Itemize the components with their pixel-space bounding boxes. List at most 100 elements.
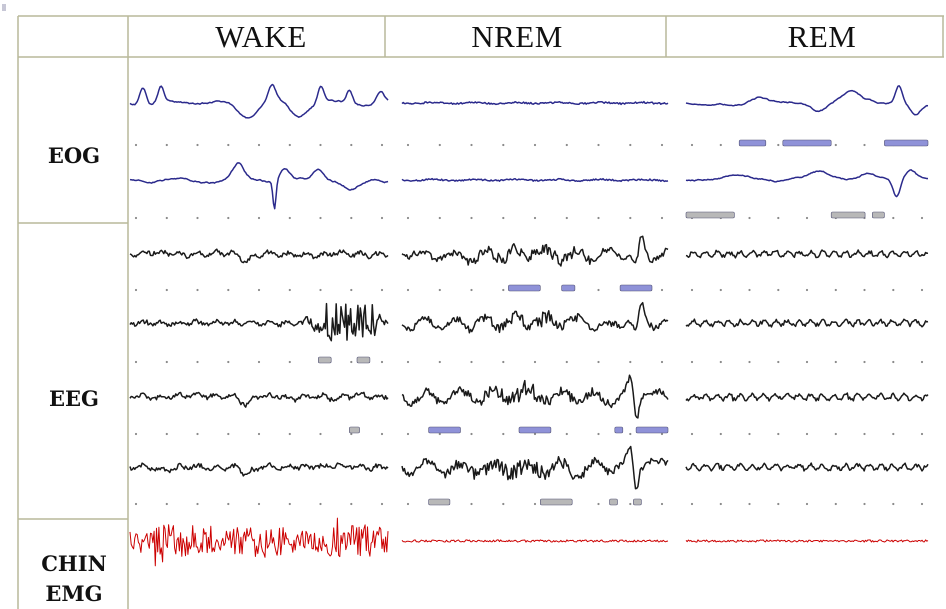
- grid-dot: [288, 502, 291, 506]
- eog-2-trace-wake: [129, 162, 389, 210]
- grid-dot: [719, 502, 722, 506]
- grid-dot: [470, 216, 473, 220]
- grid-dot: [438, 432, 441, 436]
- event-marker-eog-1-rem: [884, 139, 929, 147]
- grid-dot: [288, 360, 291, 364]
- grid-dot: [597, 288, 600, 292]
- grid-dot: [406, 502, 410, 506]
- grid-dot: [227, 288, 230, 292]
- column-header-rem: REM: [788, 19, 857, 54]
- grid-dot: [438, 216, 441, 220]
- grid-dot: [319, 432, 322, 436]
- grid-dot: [863, 143, 866, 147]
- event-marker-eog-2-rem: [830, 211, 866, 219]
- event-marker-eeg-2-wake: [356, 356, 371, 364]
- row-label-eog: EOG: [48, 143, 100, 168]
- grid-dot: [690, 288, 694, 292]
- grid-dot: [805, 288, 809, 292]
- grid-dot: [134, 502, 138, 506]
- grid-dot: [597, 432, 600, 436]
- grid-dot: [470, 143, 473, 147]
- grid-dot: [288, 143, 291, 147]
- grid-dot: [920, 288, 924, 292]
- grid-dot: [660, 432, 664, 436]
- row-label-eeg: EEG: [49, 386, 99, 411]
- grid-dot: [805, 432, 809, 436]
- grid-dot: [438, 143, 441, 147]
- grid-dot: [805, 502, 809, 506]
- grid-dot: [892, 502, 895, 506]
- grid-dot: [863, 432, 866, 436]
- grid-dot: [196, 216, 199, 220]
- grid-dot: [690, 143, 694, 147]
- grid-dot: [227, 360, 230, 364]
- eeg-4-trace-rem: [685, 462, 929, 472]
- grid-dot: [134, 288, 138, 292]
- grid-dot: [565, 143, 568, 147]
- grid-dot: [196, 360, 199, 364]
- grid-dot: [288, 288, 291, 292]
- grid-dot: [319, 288, 322, 292]
- grid-dot: [805, 216, 809, 220]
- grid-dot: [834, 432, 837, 436]
- grid-dot: [777, 143, 780, 147]
- grid-dot: [380, 288, 384, 292]
- grid-dot: [350, 432, 353, 436]
- grid-dot: [406, 143, 410, 147]
- event-marker-eog-2-rem: [685, 211, 735, 219]
- grid-dot: [748, 502, 751, 506]
- grid-dot: [350, 360, 353, 364]
- grid-dot: [165, 143, 168, 147]
- emg-1-trace-wake: [129, 517, 389, 567]
- emg-1-trace-nrem: [401, 539, 669, 543]
- grid-dot: [660, 216, 664, 220]
- grid-dot: [863, 360, 866, 364]
- grid-dot: [257, 360, 261, 364]
- grid-dot: [470, 432, 473, 436]
- event-marker-eeg-1-nrem: [619, 284, 653, 292]
- grid-dot: [748, 432, 751, 436]
- grid-dot: [597, 143, 600, 147]
- grid-dot: [257, 502, 261, 506]
- eog-2-trace-rem: [685, 169, 929, 198]
- grid-dot: [470, 360, 473, 364]
- event-marker-eeg-4-nrem: [633, 498, 642, 506]
- grid-dot: [257, 216, 261, 220]
- grid-dot: [319, 216, 322, 220]
- grid-dot: [777, 288, 780, 292]
- grid-dot: [134, 432, 138, 436]
- eeg-3-trace-wake: [129, 391, 389, 408]
- eeg-4-trace-nrem: [401, 445, 669, 490]
- grid-dot: [533, 432, 537, 436]
- grid-dot: [406, 288, 410, 292]
- eeg-3-trace-rem: [685, 392, 929, 402]
- event-marker-eeg-3-nrem: [614, 426, 624, 434]
- eeg-2-trace-rem: [685, 318, 929, 328]
- grid-dot: [565, 360, 568, 364]
- eog-2-trace-nrem: [401, 177, 669, 183]
- eeg-2-trace-nrem: [401, 301, 669, 334]
- grid-dot: [196, 288, 199, 292]
- grid-dot: [134, 360, 138, 364]
- grid-dot: [470, 288, 473, 292]
- grid-dot: [629, 360, 632, 364]
- grid-dot: [380, 360, 384, 364]
- event-marker-eog-2-rem: [871, 211, 885, 219]
- grid-dot: [892, 288, 895, 292]
- grid-dot: [719, 143, 722, 147]
- grid-dot: [502, 143, 505, 147]
- grid-dot: [227, 432, 230, 436]
- grid-dot: [350, 216, 353, 220]
- grid-dot: [629, 216, 632, 220]
- row-label-emg: EMG: [45, 581, 102, 606]
- grid-dot: [920, 432, 924, 436]
- grid-dot: [748, 288, 751, 292]
- grid-dot: [719, 432, 722, 436]
- grid-dot: [196, 143, 199, 147]
- grid-dot: [834, 502, 837, 506]
- event-marker-eeg-3-nrem: [635, 426, 669, 434]
- grid-dot: [380, 216, 384, 220]
- grid-dot: [597, 360, 600, 364]
